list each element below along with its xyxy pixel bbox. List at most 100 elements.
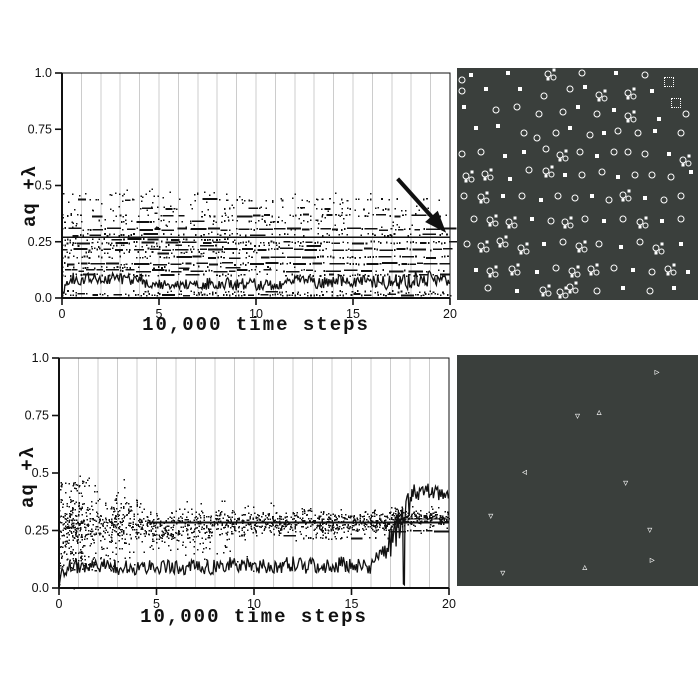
organism-glyph [650,89,655,94]
organism-glyph [559,238,567,246]
organism-glyph [641,71,649,79]
organism-glyph [522,149,527,154]
organism-glyph [554,192,562,200]
y-tick-label: 1.0 [35,66,52,80]
organism-glyph [568,265,582,279]
organism-glyph [517,86,522,91]
x-tick-label: 5 [153,597,160,611]
ca-world-snapshot-top [457,68,698,300]
organism-glyph [688,170,693,175]
x-tick-label: 5 [156,307,163,321]
scatter-cloud [62,188,447,237]
organism-glyph [462,170,476,184]
organism-glyph [630,267,635,272]
organism-glyph [571,194,579,202]
organism-glyph [535,110,543,118]
organism-glyph [614,70,619,75]
organism-glyph: ▿ [500,568,506,580]
organism-glyph [552,129,560,137]
organism-glyph [561,216,574,230]
organism-glyph: ▵ [596,406,602,418]
axis-ticks: 0 5 10 15 20 1.0 0.75 0.5 0.25 0.0 [25,351,456,611]
organism-glyph [587,263,601,276]
organism-glyph [508,177,513,182]
organism-glyph [595,240,603,248]
ca-world-snapshot-bottom: ▹ ▿ ▵ ◃ ▿ ▿ ▿ ▹ ▵ ▿ [457,355,698,586]
organism-glyph [517,242,531,255]
organism-glyph [520,129,528,137]
y-tick-label: 0.75 [25,409,49,423]
organism-glyph [636,238,644,246]
organism-glyph [540,92,548,100]
organism-glyph [470,215,478,223]
organism-glyph [581,215,589,223]
y-tick-label: 0.0 [35,291,52,305]
organism-glyph [624,110,637,123]
organism-glyph [474,267,479,272]
organism-glyph [594,154,599,159]
x-tick-label: 15 [346,307,360,321]
organism-glyph [679,242,684,247]
organism-glyph [539,198,544,203]
y-tick-label: 0.75 [28,122,52,136]
y-tick-label: 0.25 [28,235,52,249]
organism-glyph [533,134,541,142]
organism-glyph [677,215,685,223]
organism-glyph [642,195,647,200]
y-axis-title-top: aq +λ [19,164,41,228]
population-fitness-line [58,483,450,588]
y-tick-label: 0.0 [32,581,49,595]
organism-glyph [593,287,601,295]
organism-glyph [505,216,519,230]
fitness-timeseries-chart-bottom: 0 5 10 15 20 1.0 0.75 0.5 0.25 0.0 [25,351,456,611]
organism-glyph [624,148,632,156]
organism-glyph [505,70,510,75]
organism-glyph [593,110,601,118]
organism-glyph [648,268,656,276]
organism-glyph [477,240,490,253]
organism-glyph [542,165,555,179]
organism-glyph [648,171,656,179]
organism-glyph [460,192,468,200]
organism-glyph [586,131,594,139]
y-axis-title-bottom: aq +λ [17,445,39,509]
organism-glyph [477,148,485,156]
organism-glyph [624,87,637,100]
organism-glyph [568,126,573,131]
organism-glyph [481,168,495,181]
organism-glyph [477,191,490,204]
x-axis-title-top: 10,000 time steps [142,314,370,336]
gridlines [80,73,432,298]
organism-glyph: ▿ [647,524,653,536]
axis-ticks: 0 5 10 15 20 1.0 0.75 0.5 0.25 0.0 [28,66,457,321]
organism-glyph [486,265,500,279]
organism-glyph [484,284,492,292]
organism-glyph [641,150,649,158]
organism-glyph [664,76,675,87]
organism-glyph [618,244,623,249]
organism-glyph [682,110,690,118]
organism-glyph [679,154,692,167]
organism-glyph [503,154,508,159]
x-axis-title-bottom: 10,000 time steps [140,606,368,628]
organism-glyph [646,287,654,295]
organism-glyph [602,130,606,135]
y-tick-label: 0.5 [32,466,49,480]
organism-glyph [544,68,557,81]
organism-glyph [652,242,666,255]
organism-glyph [458,76,466,84]
organism-glyph [578,171,586,179]
organism-glyph: ▿ [488,510,494,522]
organism-glyph [664,263,678,276]
organism-glyph [616,175,621,180]
organism-glyph [541,242,546,247]
organism-glyph [619,215,627,223]
organism-glyph [631,171,639,179]
x-tick-label: 10 [249,307,263,321]
organism-glyph: ▹ [649,554,655,566]
organism-glyph [657,117,662,122]
organism-glyph [671,286,676,291]
organism-glyph [667,151,672,156]
population-fitness-line [61,270,450,295]
